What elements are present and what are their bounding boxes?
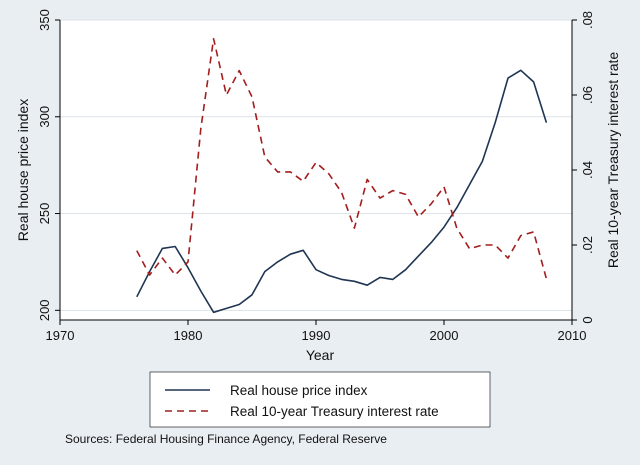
y-right-tick-label: .06 [580,86,595,104]
series-line-treasury-rate [136,37,548,280]
data-point-house-price [506,76,510,80]
data-point-treasury-rate [480,243,484,247]
data-point-house-price [224,306,228,310]
source-note: Sources: Federal Housing Finance Agency,… [65,432,387,446]
x-tick-label: 2010 [558,328,587,343]
y-left-tick-label: 250 [37,203,52,225]
data-point-treasury-rate [263,155,267,159]
data-point-house-price [173,244,177,248]
data-point-house-price [519,68,523,72]
data-point-treasury-rate [212,37,216,41]
data-point-treasury-rate [288,170,292,174]
data-point-treasury-rate [429,202,433,206]
gridlines [60,19,572,311]
legend-label-house-price: Real house price index [230,383,368,398]
data-point-house-price [327,273,331,277]
data-point-house-price [288,252,292,256]
data-point-treasury-rate [506,256,510,260]
data-point-treasury-rate [532,230,536,234]
data-point-house-price [442,225,446,229]
y-right-tick-label: .02 [580,236,595,254]
data-point-treasury-rate [135,249,139,253]
y-axis-left-title: Real house price index [15,99,31,241]
series-layer [135,37,548,314]
data-point-house-price [199,289,203,293]
data-point-treasury-rate [404,192,408,196]
data-point-house-price [160,246,164,250]
axes: 1970 1980 1990 2000 2010 200 250 300 350 0 .02 .04.… [37,9,595,343]
data-point-treasury-rate [468,247,472,251]
y-right-tick-label: .04 [580,161,595,179]
x-tick-label: 1990 [302,328,331,343]
data-point-house-price [404,268,408,272]
data-point-treasury-rate [365,177,369,181]
data-point-house-price [263,270,267,274]
data-point-house-price [250,293,254,297]
data-point-treasury-rate [237,69,241,73]
data-point-house-price [301,248,305,252]
y-left-tick-label: 300 [37,106,52,128]
data-point-house-price [455,206,459,210]
data-point-house-price [493,121,497,125]
y-right-tick-label: .08 [580,11,595,29]
data-point-treasury-rate [327,172,331,176]
data-point-house-price [340,277,344,281]
data-point-house-price [378,275,382,279]
data-point-treasury-rate [250,95,254,99]
data-point-treasury-rate [519,234,523,238]
data-point-house-price [416,254,420,258]
data-point-treasury-rate [148,273,152,277]
data-point-treasury-rate [455,226,459,230]
data-point-house-price [186,266,190,270]
data-point-house-price [365,283,369,287]
data-point-treasury-rate [301,179,305,183]
data-point-house-price [135,295,139,299]
legend: Real house price index Real 10-year Trea… [149,371,491,428]
y-left-tick-label: 200 [37,299,52,321]
data-point-house-price [314,268,318,272]
data-point-house-price [429,241,433,245]
data-point-treasury-rate [442,185,446,189]
x-tick-label: 1970 [46,328,75,343]
data-point-house-price [212,310,216,314]
data-point-treasury-rate [224,93,228,97]
x-tick-label: 1980 [174,328,203,343]
data-point-house-price [391,277,395,281]
data-point-treasury-rate [391,189,395,193]
data-point-house-price [352,279,356,283]
data-point-treasury-rate [160,256,164,260]
data-point-treasury-rate [340,191,344,195]
data-point-house-price [532,80,536,84]
legend-box [149,371,491,428]
data-point-house-price [544,121,548,125]
y-left-tick-label: 350 [37,9,52,31]
data-point-house-price [480,159,484,163]
legend-label-treasury-rate: Real 10-year Treasury interest rate [230,404,439,419]
data-point-treasury-rate [493,243,497,247]
data-point-treasury-rate [544,277,548,281]
y-right-tick-label: 0 [580,316,595,323]
series-line-house-price [136,69,548,314]
data-point-house-price [276,260,280,264]
data-point-treasury-rate [416,215,420,219]
data-point-house-price [237,303,241,307]
data-point-house-price [468,183,472,187]
data-point-treasury-rate [378,196,382,200]
x-tick-label: 2000 [430,328,459,343]
y-axis-right-title: Real 10-year Treasury interest rate [605,52,621,269]
data-point-treasury-rate [173,273,177,277]
data-point-treasury-rate [314,161,318,165]
plot-area [59,19,573,321]
data-point-treasury-rate [199,127,203,131]
data-point-treasury-rate [276,170,280,174]
data-point-treasury-rate [352,226,356,230]
data-point-treasury-rate [186,260,190,264]
x-axis-title: Year [306,347,335,363]
